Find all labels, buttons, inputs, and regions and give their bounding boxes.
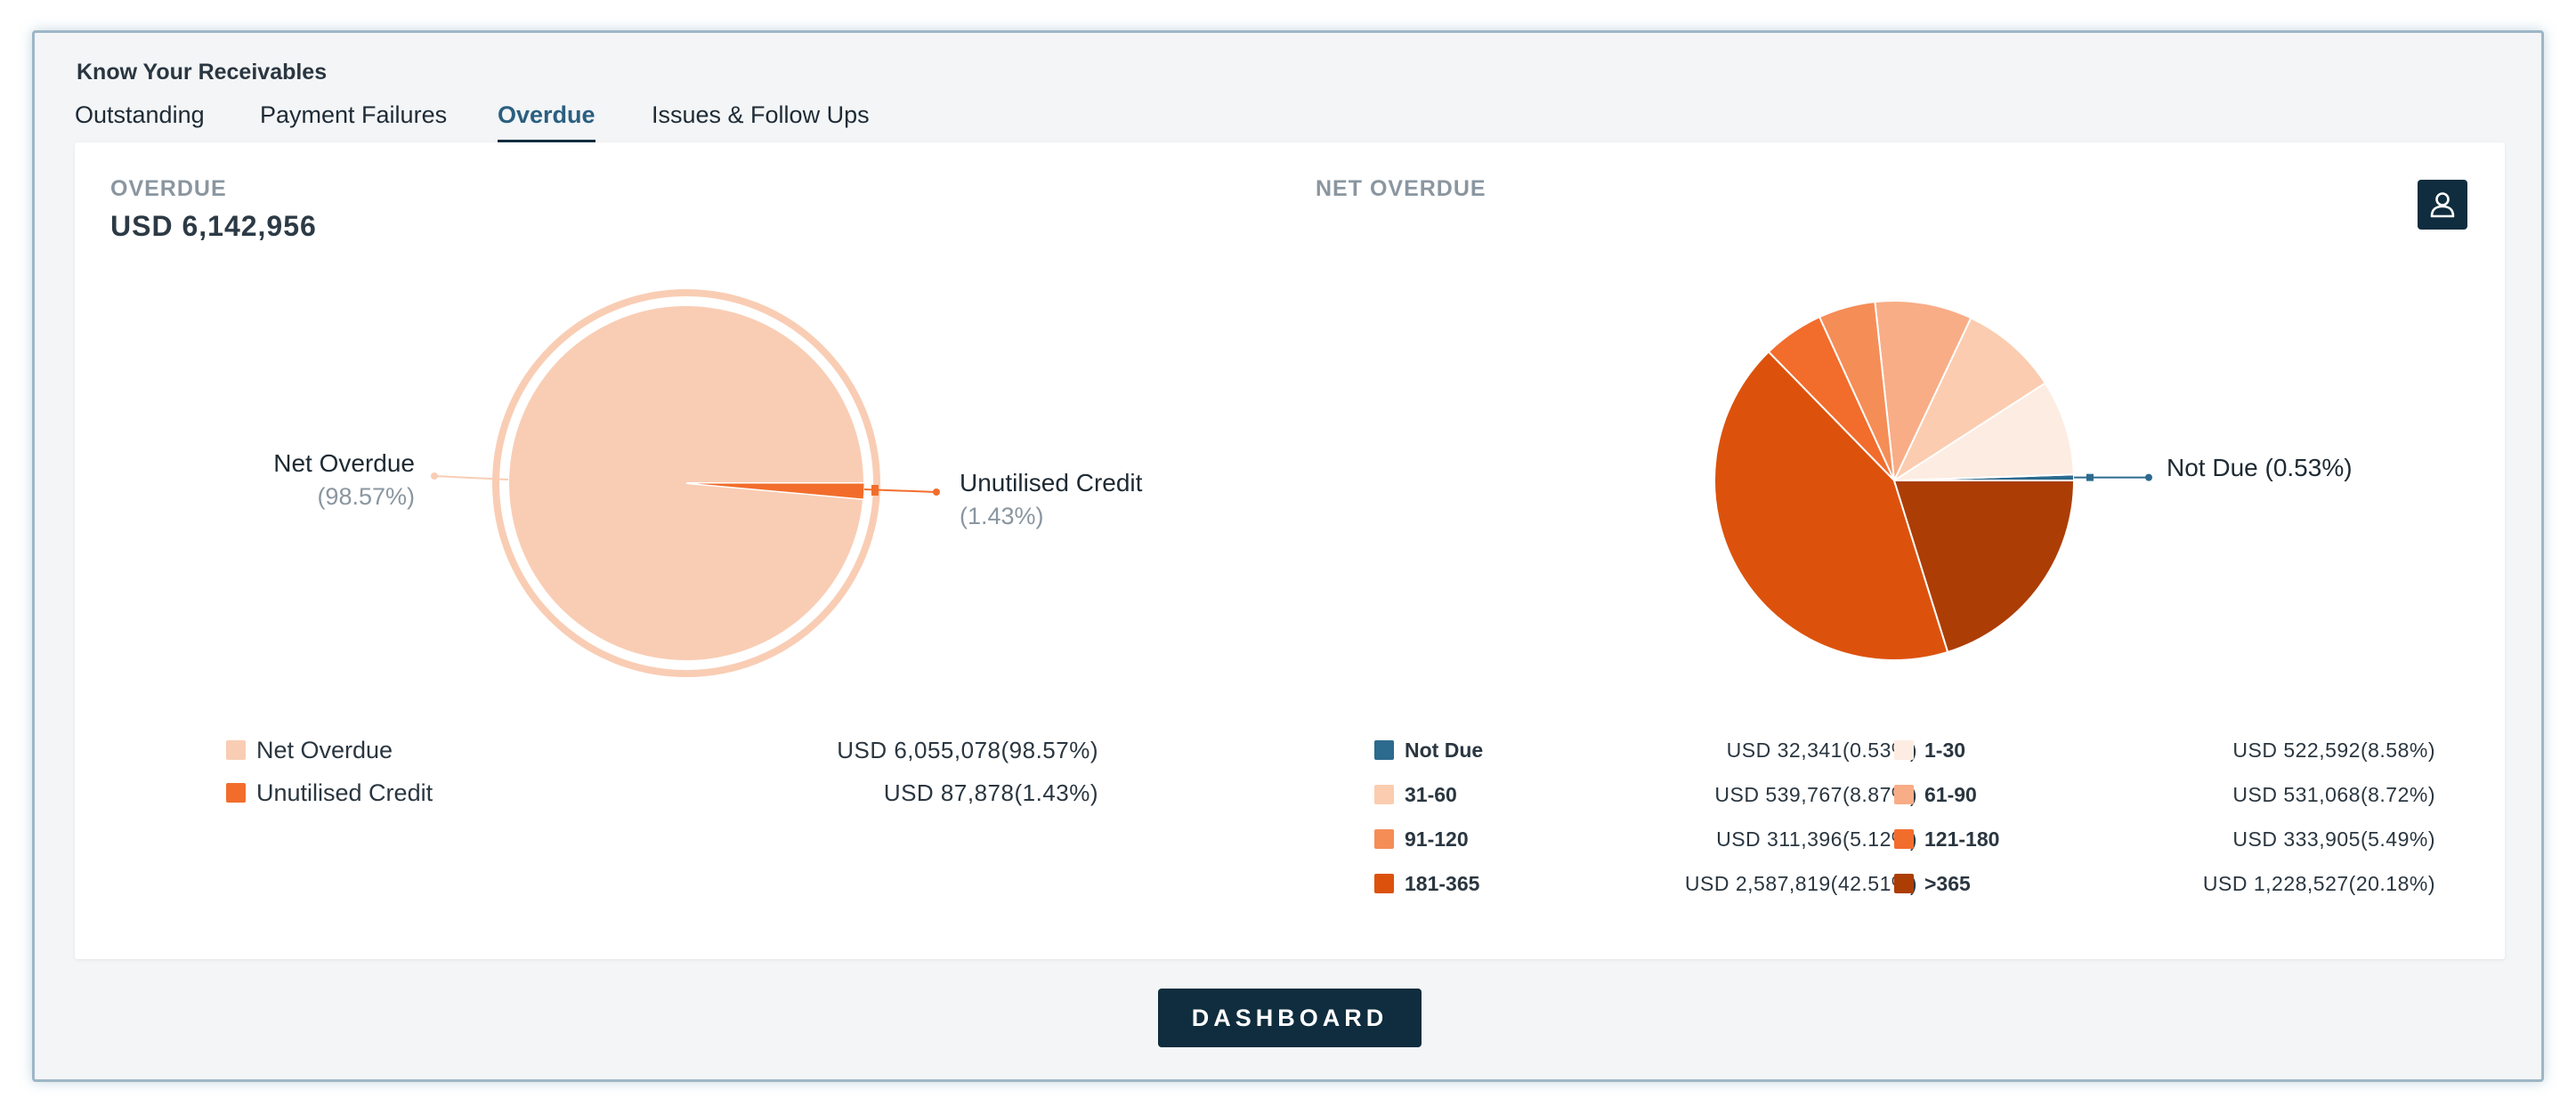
legend-name: 181-365: [1405, 872, 1480, 895]
legend-name: 91-120: [1405, 827, 1469, 851]
legend-name: Unutilised Credit: [256, 779, 433, 806]
connector-marker-not-due: [2086, 473, 2094, 481]
connector-dot-net-overdue: [431, 472, 438, 480]
legend-name: Net Overdue: [256, 737, 393, 763]
tab-outstanding[interactable]: Outstanding: [75, 101, 205, 128]
legend-value: USD 1,228,527(20.18%): [2202, 872, 2435, 895]
legend-swatch: [1374, 874, 1394, 893]
legend-1-30: 1-30 USD 522,592(8.58%): [1894, 739, 2435, 763]
legend-name: 31-60: [1405, 783, 1457, 806]
legend-value: USD 531,068(8.72%): [2232, 783, 2435, 806]
legend-swatch: [1374, 829, 1394, 849]
legend-181-365: 181-365 USD 2,587,819(42.51%): [1374, 872, 1917, 897]
legend-unutilised-credit: Unutilised Credit USD 87,878(1.43%): [226, 779, 1098, 806]
overdue-pie-chart: Net Overdue (98.57%) Unutilised Credit (…: [273, 289, 1143, 677]
legend-365: >365 USD 1,228,527(20.18%): [1894, 872, 2435, 897]
user-button[interactable]: [2418, 180, 2467, 230]
app-title: Know Your Receivables: [77, 60, 328, 85]
connector-dot-not-due: [2145, 473, 2152, 481]
legend-value: USD 32,341(0.53%): [1726, 739, 1917, 762]
legend-value: USD 311,396(5.12%): [1716, 827, 1917, 851]
user-icon: [2430, 192, 2455, 218]
callout-net-overdue-pct: (98.57%): [317, 483, 415, 510]
connector-marker-unutilised-credit: [871, 485, 879, 496]
legend-name: >365: [1924, 872, 1971, 895]
legend-not-due: Not Due USD 32,341(0.53%): [1374, 739, 1917, 763]
legend-value: USD 2,587,819(42.51%): [1684, 872, 1917, 895]
legend-name: 121-180: [1924, 827, 2000, 851]
legend-61-90: 61-90 USD 531,068(8.72%): [1894, 783, 2435, 808]
legend-value: USD 87,878(1.43%): [883, 779, 1098, 806]
legend-swatch: [1894, 829, 1914, 849]
legend-value: USD 333,905(5.49%): [2232, 827, 2435, 851]
overdue-total: USD 6,142,956: [110, 210, 317, 242]
overdue-card: OVERDUE USD 6,142,956 NET OVERDUE Net Ov…: [75, 142, 2505, 959]
callout-not-due: Not Due (0.53%): [2167, 454, 2353, 481]
pie-slice-1-30[interactable]: [1891, 382, 2075, 482]
legend-name: Not Due: [1405, 739, 1484, 762]
legend-name: 61-90: [1924, 783, 1977, 806]
pie-slice-365[interactable]: [1892, 480, 2076, 654]
legend-swatch-net-overdue: [226, 740, 246, 760]
overdue-label: OVERDUE: [110, 176, 227, 201]
net-overdue-pie-chart: Not Due (0.53%): [1713, 300, 2353, 661]
pie-slice-31-60[interactable]: [1891, 316, 2047, 483]
pie-slice-181-365[interactable]: [1713, 351, 1949, 661]
legend-value: USD 539,767(8.87%): [1714, 783, 1917, 806]
pie-halo: [492, 289, 880, 677]
tab-overdue[interactable]: Overdue: [498, 101, 595, 144]
legend-swatch: [1894, 874, 1914, 893]
legend-swatch: [1374, 740, 1394, 760]
legend-swatch: [1894, 740, 1914, 760]
legend-value: USD 522,592(8.58%): [2232, 739, 2435, 762]
pie-slice-unutilised-credit[interactable]: [685, 482, 865, 500]
dashboard-button[interactable]: DASHBOARD: [1158, 989, 1422, 1047]
legend-value: USD 6,055,078(98.57%): [837, 737, 1098, 763]
connector-net-overdue: [433, 475, 509, 480]
callout-net-overdue-name: Net Overdue: [273, 449, 415, 477]
callout-unutilised-credit-pct: (1.43%): [960, 503, 1044, 529]
legend-swatch-unutilised-credit: [226, 783, 246, 803]
tab-payment-failures[interactable]: Payment Failures: [260, 101, 448, 128]
legend-91-120: 91-120 USD 311,396(5.12%): [1374, 827, 1917, 852]
legend-31-60: 31-60 USD 539,767(8.87%): [1374, 783, 1917, 808]
pie-slice-61-90[interactable]: [1874, 300, 1973, 484]
legend-swatch: [1374, 785, 1394, 804]
legend-name: 1-30: [1924, 739, 1966, 762]
legend-net-overdue: Net Overdue USD 6,055,078(98.57%): [226, 737, 1098, 763]
callout-unutilised-credit-name: Unutilised Credit: [960, 469, 1143, 496]
legend-121-180: 121-180 USD 333,905(5.49%): [1894, 827, 2435, 852]
connector-dot-unutilised-credit: [933, 488, 940, 496]
net-overdue-label: NET OVERDUE: [1316, 176, 1486, 201]
tab-issues-follow-ups[interactable]: Issues & Follow Ups: [652, 101, 870, 128]
legend-swatch: [1894, 785, 1914, 804]
